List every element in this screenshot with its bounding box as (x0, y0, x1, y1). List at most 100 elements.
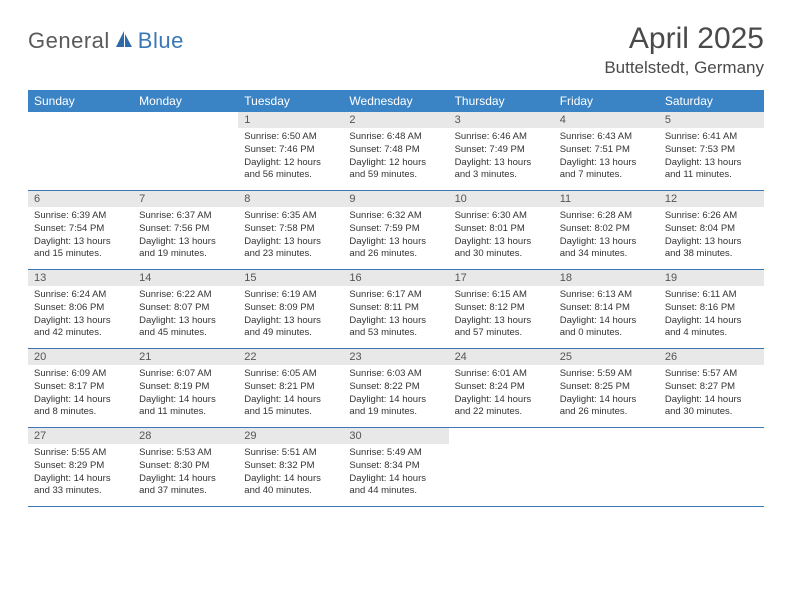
day-number: 7 (133, 191, 238, 207)
day-details: Sunrise: 5:55 AMSunset: 8:29 PMDaylight:… (28, 444, 133, 504)
sunrise-text: Sunrise: 6:19 AM (244, 289, 337, 302)
day-number: 27 (28, 428, 133, 444)
weekday-header: Friday (554, 90, 659, 112)
day-number: 20 (28, 349, 133, 365)
sunrise-text: Sunrise: 6:37 AM (139, 210, 232, 223)
calendar-cell (449, 428, 554, 506)
daylight-text: Daylight: 14 hours and 44 minutes. (349, 473, 442, 499)
day-number: 21 (133, 349, 238, 365)
sunrise-text: Sunrise: 6:13 AM (560, 289, 653, 302)
sunset-text: Sunset: 8:34 PM (349, 460, 442, 473)
calendar-cell: 1Sunrise: 6:50 AMSunset: 7:46 PMDaylight… (238, 112, 343, 190)
sunset-text: Sunset: 8:25 PM (560, 381, 653, 394)
daylight-text: Daylight: 14 hours and 8 minutes. (34, 394, 127, 420)
daylight-text: Daylight: 13 hours and 7 minutes. (560, 157, 653, 183)
sunrise-text: Sunrise: 6:30 AM (455, 210, 548, 223)
day-details: Sunrise: 6:13 AMSunset: 8:14 PMDaylight:… (554, 286, 659, 346)
logo-text-blue: Blue (138, 28, 184, 54)
location-text: Buttelstedt, Germany (604, 58, 764, 78)
daylight-text: Daylight: 14 hours and 11 minutes. (139, 394, 232, 420)
sunrise-text: Sunrise: 6:05 AM (244, 368, 337, 381)
sunrise-text: Sunrise: 6:32 AM (349, 210, 442, 223)
day-details: Sunrise: 6:09 AMSunset: 8:17 PMDaylight:… (28, 365, 133, 425)
day-number: 13 (28, 270, 133, 286)
sunrise-text: Sunrise: 5:51 AM (244, 447, 337, 460)
day-number: 6 (28, 191, 133, 207)
sunset-text: Sunset: 8:01 PM (455, 223, 548, 236)
sunset-text: Sunset: 8:21 PM (244, 381, 337, 394)
title-block: April 2025 Buttelstedt, Germany (604, 22, 764, 78)
calendar-cell: 30Sunrise: 5:49 AMSunset: 8:34 PMDayligh… (343, 428, 448, 506)
day-number: 15 (238, 270, 343, 286)
daylight-text: Daylight: 13 hours and 30 minutes. (455, 236, 548, 262)
day-number: 29 (238, 428, 343, 444)
weekday-header: Sunday (28, 90, 133, 112)
calendar-cell (554, 428, 659, 506)
sunrise-text: Sunrise: 5:55 AM (34, 447, 127, 460)
sunset-text: Sunset: 8:27 PM (665, 381, 758, 394)
day-number: 2 (343, 112, 448, 128)
day-details: Sunrise: 6:35 AMSunset: 7:58 PMDaylight:… (238, 207, 343, 267)
sunset-text: Sunset: 7:58 PM (244, 223, 337, 236)
sunset-text: Sunset: 7:56 PM (139, 223, 232, 236)
day-number: 11 (554, 191, 659, 207)
daylight-text: Daylight: 14 hours and 0 minutes. (560, 315, 653, 341)
day-number: 10 (449, 191, 554, 207)
day-number: 18 (554, 270, 659, 286)
calendar-cell: 7 Sunrise: 6:37 AMSunset: 7:56 PMDaylight… (133, 191, 238, 269)
day-details: Sunrise: 6:01 AMSunset: 8:24 PMDaylight:… (449, 365, 554, 425)
day-number: 24 (449, 349, 554, 365)
calendar-cell: 21Sunrise: 6:07 AMSunset: 8:19 PMDayligh… (133, 349, 238, 427)
sunset-text: Sunset: 8:16 PM (665, 302, 758, 315)
sunrise-text: Sunrise: 6:01 AM (455, 368, 548, 381)
day-details: Sunrise: 6:28 AMSunset: 8:02 PMDaylight:… (554, 207, 659, 267)
sunrise-text: Sunrise: 6:17 AM (349, 289, 442, 302)
calendar-cell: 13Sunrise: 6:24 AMSunset: 8:06 PMDayligh… (28, 270, 133, 348)
daylight-text: Daylight: 13 hours and 49 minutes. (244, 315, 337, 341)
sunset-text: Sunset: 7:49 PM (455, 144, 548, 157)
calendar-cell: 12Sunrise: 6:26 AMSunset: 8:04 PMDayligh… (659, 191, 764, 269)
calendar-row: 20Sunrise: 6:09 AMSunset: 8:17 PMDayligh… (28, 349, 764, 428)
day-details: Sunrise: 6:48 AMSunset: 7:48 PMDaylight:… (343, 128, 448, 188)
daylight-text: Daylight: 13 hours and 42 minutes. (34, 315, 127, 341)
day-details: Sunrise: 6:15 AMSunset: 8:12 PMDaylight:… (449, 286, 554, 346)
day-details: Sunrise: 6:17 AMSunset: 8:11 PMDaylight:… (343, 286, 448, 346)
logo-text-general: General (28, 28, 110, 54)
sunset-text: Sunset: 7:54 PM (34, 223, 127, 236)
calendar-cell: 24Sunrise: 6:01 AMSunset: 8:24 PMDayligh… (449, 349, 554, 427)
calendar-row: 6Sunrise: 6:39 AMSunset: 7:54 PMDaylight… (28, 191, 764, 270)
sunrise-text: Sunrise: 6:15 AM (455, 289, 548, 302)
day-details: Sunrise: 5:51 AMSunset: 8:32 PMDaylight:… (238, 444, 343, 504)
sunrise-text: Sunrise: 6:28 AM (560, 210, 653, 223)
sunset-text: Sunset: 8:32 PM (244, 460, 337, 473)
sunset-text: Sunset: 7:48 PM (349, 144, 442, 157)
calendar-cell: 25Sunrise: 5:59 AMSunset: 8:25 PMDayligh… (554, 349, 659, 427)
daylight-text: Daylight: 13 hours and 45 minutes. (139, 315, 232, 341)
sunset-text: Sunset: 8:24 PM (455, 381, 548, 394)
calendar-cell: 6 Sunrise: 6:39 AMSunset: 7:54 PMDaylight… (28, 191, 133, 269)
weekday-header-row: Sunday Monday Tuesday Wednesday Thursday… (28, 90, 764, 112)
weekday-header: Saturday (659, 90, 764, 112)
sunrise-text: Sunrise: 6:11 AM (665, 289, 758, 302)
daylight-text: Daylight: 13 hours and 19 minutes. (139, 236, 232, 262)
sunrise-text: Sunrise: 6:43 AM (560, 131, 653, 144)
daylight-text: Daylight: 14 hours and 40 minutes. (244, 473, 337, 499)
sunrise-text: Sunrise: 6:48 AM (349, 131, 442, 144)
weekday-header: Tuesday (238, 90, 343, 112)
sunrise-text: Sunrise: 6:03 AM (349, 368, 442, 381)
calendar-row: 1Sunrise: 6:50 AMSunset: 7:46 PMDaylight… (28, 112, 764, 191)
sunrise-text: Sunrise: 6:39 AM (34, 210, 127, 223)
day-number: 28 (133, 428, 238, 444)
day-details: Sunrise: 6:26 AMSunset: 8:04 PMDaylight:… (659, 207, 764, 267)
daylight-text: Daylight: 13 hours and 15 minutes. (34, 236, 127, 262)
day-details: Sunrise: 5:57 AMSunset: 8:27 PMDaylight:… (659, 365, 764, 425)
daylight-text: Daylight: 13 hours and 11 minutes. (665, 157, 758, 183)
day-details: Sunrise: 6:30 AMSunset: 8:01 PMDaylight:… (449, 207, 554, 267)
sunrise-text: Sunrise: 6:09 AM (34, 368, 127, 381)
daylight-text: Daylight: 14 hours and 19 minutes. (349, 394, 442, 420)
day-details: Sunrise: 6:22 AMSunset: 8:07 PMDaylight:… (133, 286, 238, 346)
daylight-text: Daylight: 14 hours and 33 minutes. (34, 473, 127, 499)
day-details: Sunrise: 6:07 AMSunset: 8:19 PMDaylight:… (133, 365, 238, 425)
sunrise-text: Sunrise: 5:53 AM (139, 447, 232, 460)
calendar-cell: 22Sunrise: 6:05 AMSunset: 8:21 PMDayligh… (238, 349, 343, 427)
